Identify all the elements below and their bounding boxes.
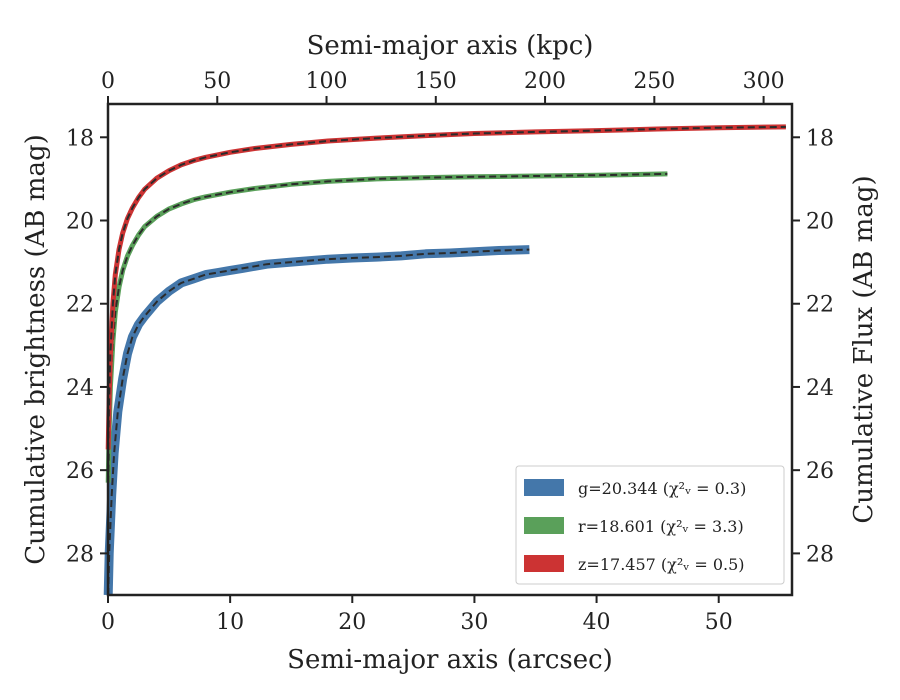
legend-name-g: g=20.344 — [578, 479, 658, 498]
legend-name-z: z=17.457 — [578, 555, 656, 574]
top-x-tick-label: 50 — [203, 69, 231, 94]
legend-box — [515, 465, 785, 585]
plot-frame — [106, 102, 794, 597]
ticks-layer: 0 10 20 30 40 50 0 50 100 150 200 250 300 18 18 20 20 22 2… — [66, 69, 834, 635]
y-tick-label: 24 — [66, 376, 94, 401]
legend-swatch-z — [524, 555, 564, 572]
series-model-g — [107, 248, 530, 596]
y-tick-label: 28 — [66, 542, 94, 567]
series-layer — [103, 124, 786, 596]
y-tick-label: 26 — [66, 459, 94, 484]
x-tick-label: 30 — [460, 610, 488, 635]
x-tick-label: 50 — [705, 610, 733, 635]
legend-entry-g: g=20.344 (χ²ᵥ = 0.3) — [578, 479, 746, 498]
top-x-tick-label: 200 — [524, 69, 566, 94]
right-y-tick-label: 22 — [806, 293, 834, 318]
right-y-tick-label: 26 — [806, 459, 834, 484]
x-axis-label: Semi-major axis (arcsec) — [287, 645, 613, 675]
right-y-tick-label: 24 — [806, 376, 834, 401]
x-tick-label: 10 — [216, 610, 244, 635]
x-tick-label: 40 — [583, 610, 611, 635]
top-x-tick-label: 300 — [743, 69, 785, 94]
legend-chi-g: (χ²ᵥ = 0.3) — [663, 479, 747, 498]
legend: g=20.344 (χ²ᵥ = 0.3) r=18.601 (χ²ᵥ = 3.3… — [515, 465, 785, 585]
x-tick-label: 20 — [338, 610, 366, 635]
legend-swatch-r — [524, 517, 564, 534]
series-model-r — [107, 172, 668, 483]
right-y-tick-label: 20 — [806, 210, 834, 235]
legend-entry-z: z=17.457 (χ²ᵥ = 0.5) — [578, 555, 745, 574]
series-model-z — [107, 125, 786, 450]
y-tick-label: 20 — [66, 210, 94, 235]
right-y-tick-label: 28 — [806, 542, 834, 567]
series-band-g — [103, 245, 530, 596]
top-x-axis-label: Semi-major axis (kpc) — [307, 31, 594, 61]
right-y-axis-label: Cumulative Flux (AB mag) — [849, 175, 879, 523]
legend-name-r: r=18.601 — [578, 517, 655, 536]
series-band-r — [105, 171, 668, 483]
y-tick-label: 18 — [66, 126, 94, 151]
legend-chi-z: (χ²ᵥ = 0.5) — [661, 555, 745, 574]
top-x-tick-label: 0 — [101, 69, 115, 94]
top-x-tick-label: 150 — [415, 69, 457, 94]
top-x-tick-label: 250 — [633, 69, 675, 94]
legend-entry-r: r=18.601 (χ²ᵥ = 3.3) — [578, 517, 744, 536]
right-y-tick-label: 18 — [806, 126, 834, 151]
top-x-tick-label: 100 — [306, 69, 348, 94]
legend-chi-r: (χ²ᵥ = 3.3) — [660, 517, 744, 536]
y-tick-label: 22 — [66, 293, 94, 318]
y-axis-label: Cumulative brightness (AB mag) — [21, 134, 51, 565]
x-tick-label: 0 — [101, 610, 115, 635]
legend-swatch-g — [524, 479, 564, 496]
